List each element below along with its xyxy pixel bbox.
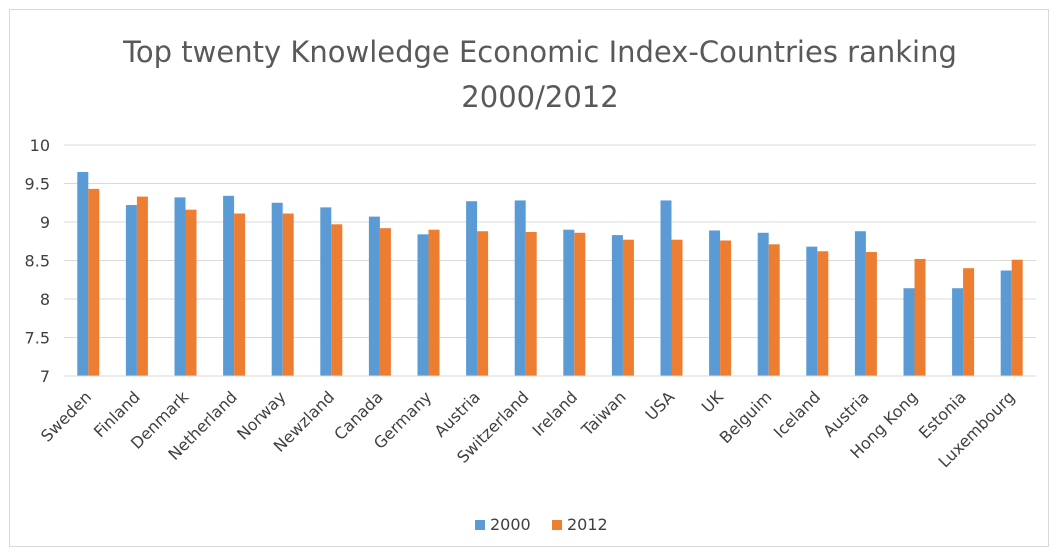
bar-2012-estonia [963,268,975,376]
bar-2012-taiwan [622,239,634,376]
bar-2012-belguim [768,244,780,376]
bar-2000-germany [417,234,429,376]
bar-2000-ireland [563,229,575,376]
y-tick-label: 8.5 [25,252,50,271]
x-tick-label: Taiwan [577,387,630,440]
x-tick-label: Sweden [37,387,95,445]
bar-2000-uk [709,230,721,376]
bar-2012-iceland [817,251,829,376]
x-tick-label: USA [641,387,678,424]
bar-2000-netherland [223,195,235,376]
bar-2000-sweden [77,171,89,376]
y-tick-label: 7 [40,367,50,386]
chart-title-line: Top twenty Knowledge Economic Index-Coun… [122,35,957,69]
bar-2012-newzland [331,224,343,376]
y-axis-ticks: 7 7.5 8 8.5 9 9.5 10 [25,136,50,386]
bar-2000-iceland [806,246,818,376]
y-tick-label: 7.5 [25,329,50,348]
bar-2000-norway [271,202,283,376]
bar-2000-austria [466,201,478,376]
legend-swatch-2012 [552,520,562,530]
legend-label-2012: 2012 [567,515,608,534]
bar-2000-estonia [952,288,964,376]
bar-2012-uk [720,240,732,376]
bar-2000-switzerland [514,200,526,376]
gridlines [64,144,1036,338]
x-tick-label: Iceland [770,387,824,441]
bar-2000-denmark [174,197,186,376]
bar-2000-taiwan [611,235,623,376]
x-tick-label: Ireland [529,387,582,440]
bar-2012-sweden [88,188,100,376]
bar-2012-canada [379,228,391,376]
legend-swatch-2000 [475,520,485,530]
legend: 2000 2012 [475,515,608,534]
bar-2012-luxembourg [1011,259,1023,376]
bar-2012-finland [136,196,148,376]
y-tick-label: 8 [40,290,50,309]
chart-title: Top twenty Knowledge Economic Index-Coun… [122,35,957,114]
bar-2012-germany [428,229,440,376]
chart-title-line: 2000/2012 [461,80,618,114]
bar-2000-luxembourg [1000,270,1012,376]
bar-2000-finland [125,205,137,376]
y-tick-label: 9.5 [25,175,50,194]
bars [77,171,1023,376]
bar-2000-austria [854,231,866,376]
bar-2012-denmark [185,209,197,376]
x-tick-label: UK [698,387,727,416]
y-tick-label: 9 [40,213,50,232]
bar-2012-ireland [574,232,586,376]
bar-2000-canada [368,216,380,376]
bar-2012-usa [671,239,683,376]
legend-label-2000: 2000 [490,515,531,534]
bar-2012-netherland [234,213,246,376]
bar-2012-switzerland [525,232,537,376]
bar-2000-newzland [320,207,332,376]
bar-2000-hong-kong [903,288,915,376]
bar-2012-norway [282,213,294,376]
bar-2000-usa [660,200,672,376]
bar-2012-austria [477,231,489,376]
bar-2012-hong-kong [914,258,926,376]
x-axis-ticks: SwedenFinlandDenmarkNetherlandNorwayNewz… [37,387,1019,471]
bar-2012-austria [865,252,877,376]
x-tick-label: Belguim [716,387,776,447]
bar-2000-belguim [757,232,769,376]
y-tick-label: 10 [30,136,50,155]
